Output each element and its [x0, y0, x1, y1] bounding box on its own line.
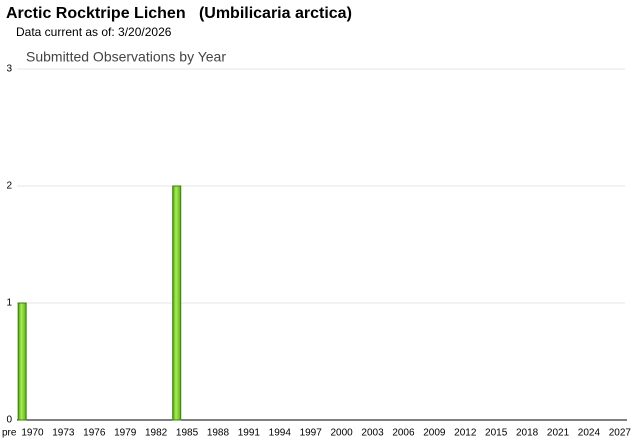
x-tick-label: 2006 — [392, 428, 415, 439]
x-tick-label: 2009 — [423, 428, 446, 439]
x-tick-label: 1985 — [176, 428, 199, 439]
x-tick-label: 1982 — [145, 428, 168, 439]
x-tick-label: 1976 — [83, 428, 106, 439]
y-tick-label: 1 — [6, 298, 12, 309]
x-tick-label: 1988 — [207, 428, 230, 439]
x-tick-label: 2003 — [361, 428, 384, 439]
x-tick-label: 2027 — [609, 428, 632, 439]
subtitle: Data current as of: 3/20/2026 — [16, 25, 172, 39]
x-tick-label: 1991 — [238, 428, 261, 439]
bar — [172, 185, 182, 421]
x-tick-label: pre — [2, 428, 17, 439]
x-tick-label: 1997 — [300, 428, 323, 439]
x-tick-label: 1979 — [114, 428, 137, 439]
y-tick-label: 3 — [6, 64, 12, 75]
x-tick-label: 2000 — [330, 428, 353, 439]
x-tick-label: 1970 — [21, 428, 44, 439]
chart-title: Submitted Observations by Year — [26, 49, 226, 65]
x-tick-label: 2012 — [454, 428, 477, 439]
x-tick-label: 1994 — [269, 428, 292, 439]
x-tick-label: 2024 — [578, 428, 601, 439]
x-tick-label: 2018 — [516, 428, 539, 439]
y-tick-label: 0 — [6, 415, 12, 426]
x-tick-label: 2021 — [547, 428, 570, 439]
x-tick-label: 2015 — [485, 428, 508, 439]
x-tick-label: 1973 — [52, 428, 75, 439]
bar — [17, 302, 27, 421]
y-tick-label: 2 — [6, 181, 12, 192]
page-title: Arctic Rocktripe Lichen (Umbilicaria arc… — [6, 5, 352, 22]
